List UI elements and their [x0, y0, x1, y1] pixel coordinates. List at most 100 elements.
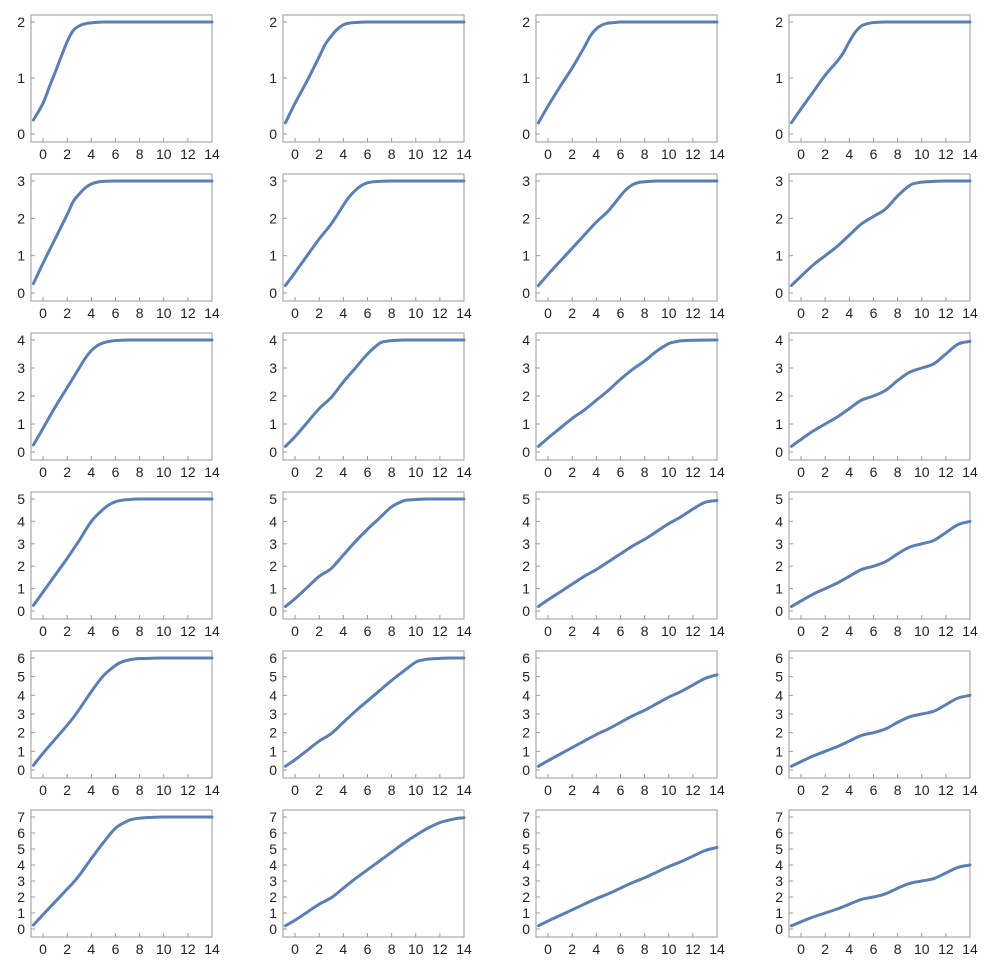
y-tick-label: 3 — [522, 873, 530, 889]
y-tick-label: 0 — [269, 603, 277, 619]
plot-frame — [282, 332, 465, 461]
x-tick-label: 2 — [63, 623, 71, 639]
x-tick-label: 6 — [870, 464, 878, 480]
x-tick-label: 0 — [39, 146, 47, 162]
x-tick-label: 0 — [797, 941, 805, 957]
y-tick-label: 1 — [17, 743, 25, 759]
y-tick-label: 7 — [522, 809, 530, 825]
y-tick-label: 5 — [269, 841, 277, 857]
y-tick-label: 6 — [17, 650, 25, 666]
x-tick-label: 10 — [408, 623, 424, 639]
series-line — [789, 339, 972, 448]
x-tick-label: 10 — [408, 941, 424, 957]
x-tick-label: 2 — [821, 623, 829, 639]
x-tick-label: 0 — [291, 782, 299, 798]
x-tick-label: 14 — [709, 623, 725, 639]
y-tick-label: 3 — [269, 536, 277, 552]
x-tick-label: 4 — [87, 146, 95, 162]
x-tick-label: 6 — [364, 782, 372, 798]
y-tick-label: 4 — [17, 857, 25, 873]
y-tick-label: 1 — [269, 416, 277, 432]
y-tick-label: 2 — [269, 14, 277, 30]
x-tick-label: 0 — [544, 146, 552, 162]
y-tick-label: 2 — [17, 210, 25, 226]
x-tick-label: 2 — [568, 782, 576, 798]
x-tick-label: 2 — [568, 305, 576, 321]
x-tick-label: 0 — [39, 941, 47, 957]
y-tick-label: 6 — [17, 825, 25, 841]
y-tick-label: 1 — [269, 743, 277, 759]
x-tick-label: 4 — [87, 941, 95, 957]
x-tick-label: 0 — [291, 941, 299, 957]
plot-frame — [535, 809, 718, 938]
y-tick-label: 2 — [522, 388, 530, 404]
y-tick-label: 2 — [269, 558, 277, 574]
y-tick-label: 3 — [775, 173, 783, 189]
y-tick-label: 6 — [522, 825, 530, 841]
y-tick-label: 0 — [269, 444, 277, 460]
x-tick-label: 2 — [315, 941, 323, 957]
x-tick-label: 4 — [339, 305, 347, 321]
y-tick-label: 4 — [775, 513, 783, 529]
x-tick-label: 4 — [592, 305, 600, 321]
y-tick-label: 0 — [269, 921, 277, 937]
x-tick-label: 4 — [87, 623, 95, 639]
y-tick-label: 0 — [775, 921, 783, 937]
x-tick-label: 2 — [315, 146, 323, 162]
x-tick-label: 10 — [914, 623, 930, 639]
y-tick-label: 0 — [775, 285, 783, 301]
y-tick-label: 1 — [269, 581, 277, 597]
x-tick-label: 12 — [180, 464, 196, 480]
x-tick-label: 14 — [962, 464, 978, 480]
y-tick-label: 3 — [522, 360, 530, 376]
x-tick-label: 14 — [962, 146, 978, 162]
y-tick-label: 5 — [17, 491, 25, 507]
x-tick-label: 6 — [112, 146, 120, 162]
y-tick-label: 4 — [522, 513, 530, 529]
x-tick-label: 4 — [845, 146, 853, 162]
x-tick-label: 10 — [156, 305, 172, 321]
x-tick-label: 6 — [364, 941, 372, 957]
x-tick-label: 12 — [432, 782, 448, 798]
x-tick-label: 4 — [592, 146, 600, 162]
y-tick-label: 4 — [269, 857, 277, 873]
x-tick-label: 6 — [617, 941, 625, 957]
x-tick-label: 8 — [388, 146, 396, 162]
x-tick-label: 0 — [39, 623, 47, 639]
x-tick-label: 14 — [204, 464, 220, 480]
x-tick-label: 4 — [592, 941, 600, 957]
x-tick-label: 6 — [112, 305, 120, 321]
x-tick-label: 8 — [894, 305, 902, 321]
x-tick-label: 14 — [456, 782, 472, 798]
x-tick-label: 4 — [339, 146, 347, 162]
x-tick-label: 12 — [180, 305, 196, 321]
series-line — [31, 497, 214, 607]
x-tick-label: 2 — [821, 146, 829, 162]
x-tick-label: 6 — [364, 464, 372, 480]
y-tick-label: 6 — [522, 650, 530, 666]
plot-frame — [30, 173, 213, 302]
x-tick-label: 0 — [797, 782, 805, 798]
x-tick-label: 12 — [685, 941, 701, 957]
series-line — [536, 20, 719, 125]
y-tick-label: 1 — [269, 248, 277, 264]
x-tick-label: 2 — [63, 464, 71, 480]
y-tick-label: 1 — [522, 581, 530, 597]
y-tick-label: 2 — [775, 388, 783, 404]
x-tick-label: 14 — [709, 305, 725, 321]
x-tick-label: 14 — [456, 464, 472, 480]
y-tick-label: 1 — [775, 70, 783, 86]
y-tick-label: 3 — [775, 360, 783, 376]
y-tick-label: 1 — [775, 743, 783, 759]
x-tick-label: 8 — [641, 146, 649, 162]
